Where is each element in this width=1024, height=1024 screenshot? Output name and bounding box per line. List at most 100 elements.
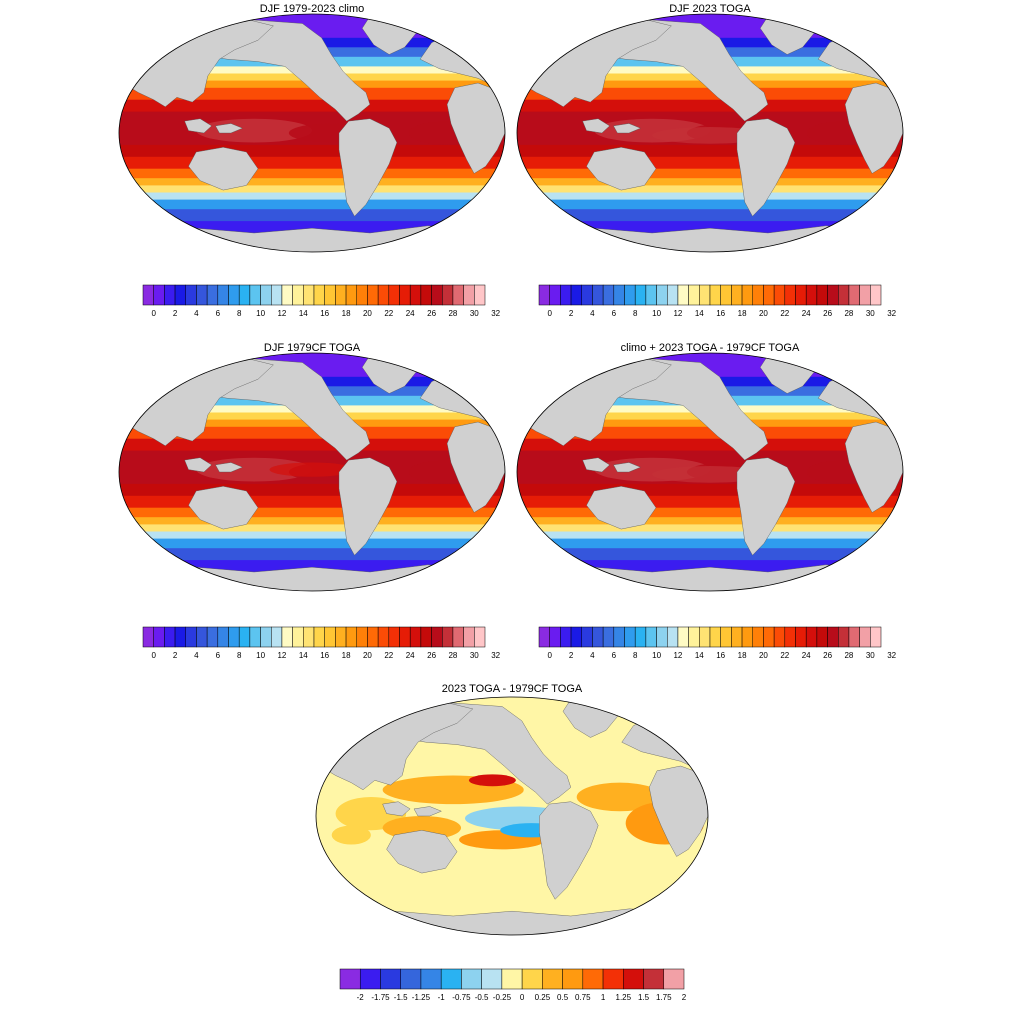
colorbar-tick-label: 32: [887, 309, 896, 318]
colorbar-tick-label: 4: [590, 309, 595, 318]
colorbar-swatch: [260, 626, 272, 648]
colorbar-swatch: [463, 284, 475, 306]
colorbar-tick-label: 28: [844, 309, 853, 318]
colorbar-swatch: [388, 284, 400, 306]
colorbar-tick-label: 4: [194, 309, 199, 318]
colorbar-swatch: [228, 626, 240, 648]
colorbar-tick-label: 14: [695, 651, 704, 660]
colorbar-swatch: [153, 626, 165, 648]
land-mass: [215, 462, 244, 473]
colorbar-swatch: [452, 284, 464, 306]
colorbar-swatch: [827, 626, 839, 648]
colorbar-swatch: [345, 626, 357, 648]
colorbar-swatch: [677, 626, 689, 648]
colorbar-swatch: [481, 968, 503, 990]
colorbar-swatch: [731, 284, 743, 306]
colorbar-swatch: [645, 626, 657, 648]
ocean-field-map: [118, 352, 506, 592]
colorbar-swatch: [440, 968, 462, 990]
colorbar-swatch: [303, 284, 315, 306]
colorbar-swatch: [720, 284, 732, 306]
colorbar-swatch: [848, 626, 860, 648]
colorbar-swatch: [816, 626, 828, 648]
colorbar-swatch: [731, 626, 743, 648]
land-mass: [582, 118, 610, 134]
colorbar-tick-label: 10: [652, 651, 661, 660]
land-mass: [586, 486, 657, 530]
colorbar-swatch: [431, 284, 443, 306]
colorbar-swatch: [142, 284, 154, 306]
colorbar-swatch: [795, 284, 807, 306]
colorbar-swatch: [602, 626, 615, 648]
colorbar-swatch: [859, 626, 871, 648]
colorbar-swatch: [474, 626, 486, 648]
land-mass: [316, 908, 708, 935]
colorbar-swatch: [185, 284, 197, 306]
colorbar-swatch: [667, 284, 679, 306]
colorbar-swatch: [538, 626, 550, 648]
colorbar-tick-label: 0: [547, 309, 552, 318]
colorbar-swatch: [699, 284, 711, 306]
land-mass: [382, 801, 411, 817]
colorbar-swatch: [238, 626, 251, 648]
colorbar-tick-label: 30: [470, 651, 479, 660]
colorbar-swatch: [602, 968, 624, 990]
colorbar-swatch: [634, 626, 647, 648]
colorbar-swatch: [688, 626, 700, 648]
ocean-field-map: [118, 13, 506, 253]
colorbar-swatch: [367, 284, 379, 306]
land-mass: [119, 564, 505, 591]
colorbar-tick-label: 0: [547, 651, 552, 660]
land-mass: [736, 118, 796, 217]
colorbar-swatch: [185, 626, 197, 648]
colorbar-swatch: [663, 968, 685, 990]
colorbar-swatch: [164, 626, 176, 648]
colorbar-swatch: [624, 284, 636, 306]
colorbar-swatch: [442, 626, 454, 648]
panel-title: 2023 TOGA - 1979CF TOGA: [442, 683, 583, 695]
colorbar-swatch: [303, 626, 315, 648]
colorbar-swatch: [174, 626, 186, 648]
colorbar-tick-label: 6: [216, 309, 221, 318]
colorbar-swatch: [752, 284, 764, 306]
colorbar-tick-label: 12: [277, 309, 286, 318]
colorbar-swatch: [420, 284, 432, 306]
colorbar-swatch: [741, 626, 753, 648]
colorbar-swatch: [420, 626, 432, 648]
colorbar-swatch: [452, 626, 464, 648]
colorbar-swatch: [399, 626, 411, 648]
colorbar-tick-label: -0.75: [452, 993, 471, 1002]
colorbar-tick-label: -2: [357, 993, 365, 1002]
colorbar-swatch: [677, 284, 689, 306]
colorbar-swatch: [345, 284, 357, 306]
colorbar-swatch: [805, 284, 818, 306]
colorbar-swatch: [816, 284, 828, 306]
colorbar-swatch: [570, 284, 582, 306]
colorbar-swatch: [238, 284, 251, 306]
colorbar-swatch: [335, 626, 347, 648]
colorbar-swatch: [838, 284, 850, 306]
colorbar-tick-label: -1.25: [412, 993, 431, 1002]
colorbar-swatch: [174, 284, 186, 306]
colorbar-tick-label: 16: [320, 309, 329, 318]
colorbar-swatch: [292, 626, 304, 648]
colorbar-swatch: [656, 626, 668, 648]
colorbar-tick-label: 2: [569, 309, 574, 318]
colorbar-tick-label: 24: [802, 309, 811, 318]
colorbar-tick-label: 1.5: [638, 993, 650, 1002]
colorbar-tick-label: 22: [384, 309, 393, 318]
colorbar-tick-label: 26: [427, 651, 436, 660]
colorbar-swatch: [667, 626, 679, 648]
land-mass: [539, 801, 599, 900]
colorbar-swatch: [542, 968, 563, 990]
colorbar-tick-label: 24: [802, 651, 811, 660]
colorbar-swatch: [613, 626, 625, 648]
colorbar-swatch: [773, 284, 786, 306]
colorbar-tick-label: 30: [866, 309, 875, 318]
colorbar-swatch: [521, 968, 543, 990]
map-border: [118, 13, 506, 253]
colorbar-swatch: [356, 626, 368, 648]
land-mass: [736, 457, 796, 556]
colorbar-swatch: [380, 968, 401, 990]
